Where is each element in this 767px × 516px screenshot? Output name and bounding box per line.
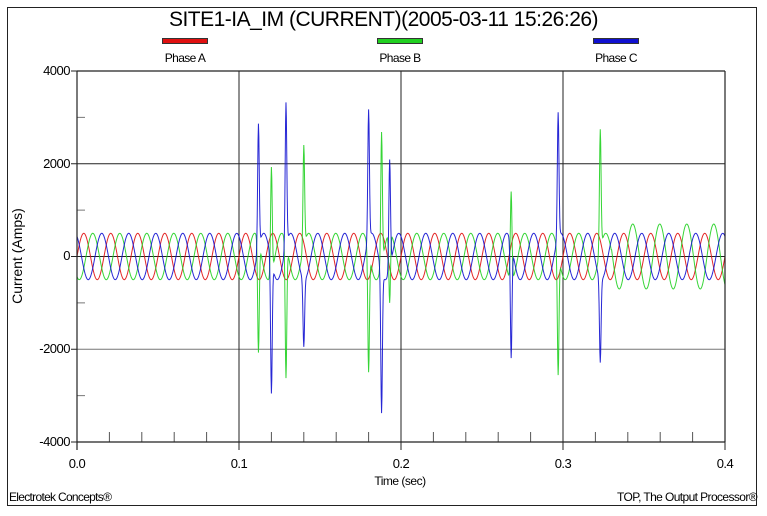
- x-tick-label: 0.2: [392, 456, 410, 471]
- legend-label-phase-a: Phase A: [164, 51, 206, 65]
- legend-item-phase-b: Phase B: [340, 38, 460, 65]
- y-tick-label: 4000: [43, 63, 70, 78]
- axes: [71, 70, 726, 450]
- x-tick-label: 0.1: [230, 456, 248, 471]
- footer-product: TOP, The Output Processor®: [617, 490, 758, 504]
- legend-label-phase-c: Phase C: [595, 51, 637, 65]
- series-phase-a: [76, 232, 726, 281]
- x-tick-label: 0.0: [68, 456, 86, 471]
- legend-label-phase-b: Phase B: [379, 51, 421, 65]
- footer-vendor: Electrotek Concepts®: [9, 490, 112, 504]
- chart-frame: [7, 7, 757, 506]
- chart-title: SITE1-IA_IM (CURRENT)(2005-03-11 15:26:2…: [168, 8, 599, 31]
- grid-lines: [76, 70, 726, 450]
- x-axis-label: Time (sec): [374, 474, 426, 488]
- legend-swatch-phase-b: [377, 38, 423, 44]
- legend-swatch-phase-c: [593, 38, 639, 44]
- waveform-series: [76, 102, 726, 414]
- series-phase-b: [76, 129, 726, 379]
- legend-item-phase-a: Phase A: [125, 38, 245, 65]
- legend-swatch-phase-a: [162, 38, 208, 44]
- x-tick-label: 0.4: [716, 456, 734, 471]
- legend-item-phase-c: Phase C: [556, 38, 676, 65]
- y-tick-label: -2000: [39, 341, 70, 356]
- y-tick-label: 2000: [43, 156, 70, 171]
- y-tick-label: 0: [63, 248, 70, 263]
- x-tick-label: 0.3: [554, 456, 572, 471]
- y-tick-label: -4000: [39, 434, 70, 449]
- series-phase-c: [76, 102, 726, 414]
